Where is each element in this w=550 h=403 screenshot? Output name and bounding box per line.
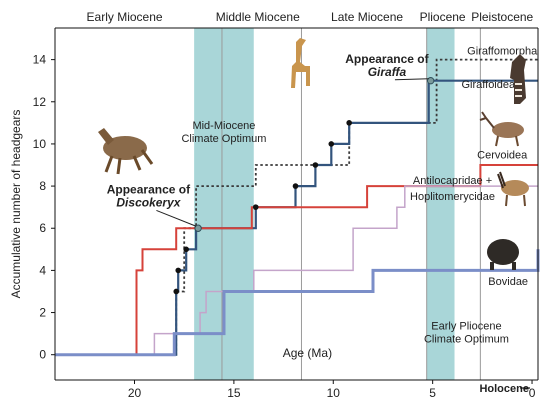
- climate-band-label: Mid-Miocene: [192, 120, 255, 132]
- y-tick-label: 4: [39, 263, 46, 277]
- epoch-label: Early Miocene: [87, 10, 163, 24]
- series-label: Cervoidea: [477, 150, 528, 162]
- holocene-label: Holocene: [479, 383, 529, 395]
- annotation-leader: [394, 78, 429, 81]
- data-point: [328, 141, 335, 147]
- discokeryx-illustration: [98, 128, 154, 175]
- x-tick-label: 10: [327, 386, 341, 400]
- series-label: Hoplitomerycidae: [410, 191, 495, 203]
- data-point: [252, 204, 259, 210]
- deer-illustration: [479, 111, 524, 147]
- climate-band: [426, 28, 455, 380]
- x-tick-label: 20: [128, 386, 142, 400]
- x-axis-label: Age (Ma): [283, 346, 332, 360]
- x-tick-label: 0: [529, 386, 536, 400]
- y-tick-label: 10: [33, 137, 47, 151]
- y-tick-label: 6: [39, 221, 46, 235]
- data-point: [346, 120, 352, 126]
- x-tick-label: 15: [227, 386, 241, 400]
- annotation-text: Appearance of: [345, 52, 429, 66]
- epoch-label: Pliocene: [420, 10, 466, 24]
- data-point: [173, 288, 180, 295]
- climate-band-label: Climate Optimum: [424, 333, 509, 345]
- x-tick-label: 5: [429, 386, 436, 400]
- y-axis-label: Accumulative number of headgears: [9, 110, 23, 299]
- annotation-text: Appearance of: [107, 182, 191, 196]
- pronghorn-illustration: [497, 171, 529, 207]
- y-tick-label: 8: [39, 179, 46, 193]
- giraffe-illustration: [291, 38, 310, 88]
- epoch-label: Late Miocene: [331, 10, 403, 24]
- series-label: Giraffomorpha: [467, 45, 538, 57]
- series-label: Giraffoidea: [462, 79, 516, 91]
- annotation-taxon: Giraffa: [368, 65, 407, 79]
- data-point: [312, 162, 319, 168]
- data-point: [292, 183, 299, 189]
- series-line: [55, 79, 538, 356]
- climate-band-label: Climate Optimum: [181, 133, 266, 145]
- data-point: [183, 246, 189, 253]
- annotation-leader: [156, 209, 197, 227]
- highlight-point: [426, 76, 435, 85]
- epoch-label: Pleistocene: [471, 10, 533, 24]
- y-tick-label: 12: [33, 95, 47, 109]
- y-tick-label: 0: [39, 348, 46, 362]
- muskox-illustration: [487, 239, 519, 270]
- series-line: [55, 249, 540, 357]
- climate-band-label: Early Pliocene: [431, 320, 501, 332]
- okapi-illustration: [510, 54, 526, 104]
- highlight-point: [194, 224, 202, 232]
- epoch-label: Middle Miocene: [216, 10, 300, 24]
- data-point: [175, 267, 182, 274]
- y-tick-label: 14: [33, 53, 47, 67]
- y-tick-label: 2: [39, 306, 46, 320]
- series-label: Antilocapridae +: [413, 175, 492, 187]
- series-label: Bovidae: [488, 276, 528, 288]
- annotation-taxon: Discokeryx: [116, 195, 181, 209]
